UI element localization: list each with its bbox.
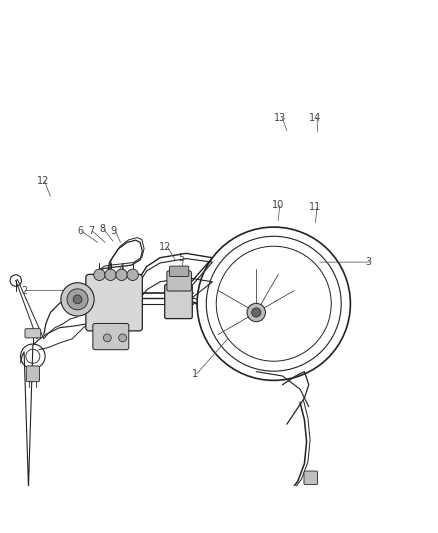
Text: 9: 9 xyxy=(111,227,117,237)
Circle shape xyxy=(127,269,138,280)
Text: 2: 2 xyxy=(21,286,27,296)
Text: 7: 7 xyxy=(88,227,94,237)
Circle shape xyxy=(251,308,261,317)
FancyBboxPatch shape xyxy=(304,471,318,484)
Text: 1: 1 xyxy=(192,369,198,379)
FancyBboxPatch shape xyxy=(86,274,142,331)
Circle shape xyxy=(116,269,127,280)
Text: 12: 12 xyxy=(159,242,172,252)
Circle shape xyxy=(103,334,111,342)
FancyBboxPatch shape xyxy=(165,285,192,319)
Text: 8: 8 xyxy=(99,224,105,235)
Text: 4: 4 xyxy=(119,264,125,273)
Circle shape xyxy=(119,334,127,342)
Circle shape xyxy=(247,303,265,322)
Circle shape xyxy=(94,269,105,280)
Circle shape xyxy=(61,282,94,316)
Text: 13: 13 xyxy=(274,112,286,123)
FancyBboxPatch shape xyxy=(167,271,191,291)
FancyBboxPatch shape xyxy=(93,324,129,350)
FancyBboxPatch shape xyxy=(170,266,189,277)
Text: 10: 10 xyxy=(272,200,284,210)
Text: 14: 14 xyxy=(309,112,321,123)
FancyBboxPatch shape xyxy=(25,329,41,338)
Circle shape xyxy=(67,289,88,310)
Text: 12: 12 xyxy=(37,176,49,186)
Circle shape xyxy=(73,295,82,304)
Text: 11: 11 xyxy=(309,203,321,212)
Text: 5: 5 xyxy=(179,253,185,263)
FancyBboxPatch shape xyxy=(279,489,296,501)
Text: 6: 6 xyxy=(77,227,83,237)
Text: 3: 3 xyxy=(365,257,371,267)
Circle shape xyxy=(105,269,116,280)
FancyBboxPatch shape xyxy=(26,366,39,382)
